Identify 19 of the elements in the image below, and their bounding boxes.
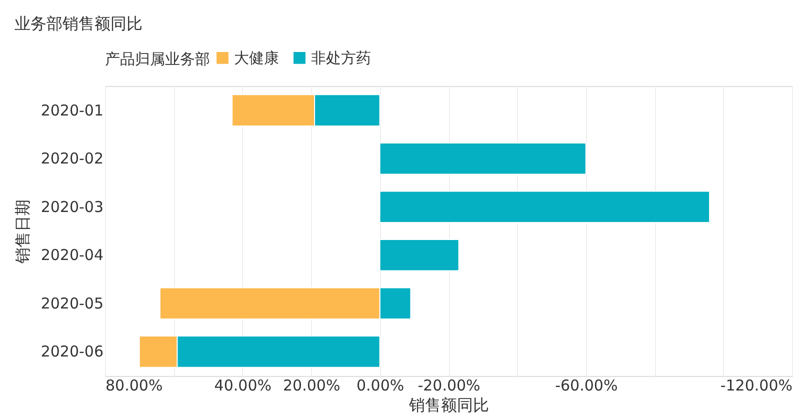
x-tick-label: 0.00%: [356, 376, 404, 394]
y-axis-title: 销售日期: [12, 200, 32, 264]
legend-title: 产品归属业务部: [105, 50, 210, 68]
x-tick-label: -60.00%: [555, 376, 618, 394]
y-tick-label: 2020-06: [40, 342, 104, 361]
y-tick-label: 2020-03: [40, 198, 104, 216]
y-tick-label: 2020-02: [40, 150, 104, 168]
x-tick-label: 40.00%: [214, 376, 272, 394]
chart-title: 业务部销售额同比: [14, 14, 142, 33]
x-tick-label: -20.00%: [418, 376, 480, 394]
legend-label: 大健康: [234, 48, 279, 67]
y-tick-label: 2020-04: [40, 246, 104, 264]
x-axis-title: 销售额同比: [408, 396, 489, 414]
x-tick-label: 80.00%: [106, 376, 163, 394]
x-tick-label: -120.00%: [720, 376, 792, 394]
y-tick-label: 2020-05: [40, 294, 104, 312]
legend-label: 非处方药: [311, 48, 371, 67]
y-tick-label: 2020-01: [40, 101, 104, 120]
x-tick-label: 20.00%: [283, 376, 340, 394]
